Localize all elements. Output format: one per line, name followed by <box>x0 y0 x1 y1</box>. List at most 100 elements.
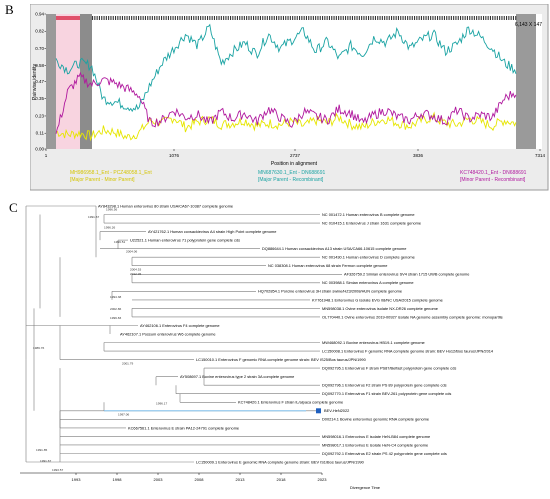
site-tick <box>103 16 105 20</box>
taxon-label: MN598017.1 Enterovirus E isolate HeN-C4 … <box>322 442 428 447</box>
site-tick <box>499 16 501 20</box>
site-tick <box>165 16 167 20</box>
site-tick <box>186 16 188 20</box>
taxon-label: DQ092795.1 Enterovirus F strain PS87/Bel… <box>322 366 456 371</box>
red-region-marker <box>56 16 80 20</box>
site-tick <box>266 16 268 20</box>
site-tick <box>213 16 215 20</box>
site-tick <box>280 16 282 20</box>
site-tick <box>209 16 211 20</box>
site-tick <box>411 16 413 20</box>
site-tick <box>255 16 257 20</box>
time-tick-label: 1993 <box>72 477 82 482</box>
site-tick <box>294 16 296 20</box>
site-tick <box>515 16 517 20</box>
site-tick <box>181 16 183 20</box>
x-tick-label: 3836 <box>413 153 424 158</box>
site-tick <box>418 16 420 20</box>
site-tick <box>501 16 503 20</box>
site-tick <box>483 16 485 20</box>
site-tick <box>312 16 314 20</box>
site-tick <box>197 16 199 20</box>
site-tick <box>377 16 379 20</box>
site-tick <box>471 16 473 20</box>
site-tick <box>356 16 358 20</box>
site-tick <box>420 16 422 20</box>
site-tick <box>264 16 266 20</box>
y-tick-label: 0.94 <box>35 12 44 17</box>
node-labels: 1996.56 1991.67 1996.26 1999.51 2004.06 2004.… <box>33 207 167 471</box>
site-tick <box>289 16 291 20</box>
site-tick <box>370 16 372 20</box>
site-tick <box>492 16 494 20</box>
site-tick <box>457 16 459 20</box>
site-tick <box>200 16 202 20</box>
taxon-label: LC150010.1 Enterovirus F genomic RNA com… <box>196 357 367 362</box>
node-label: 1991.85 <box>36 448 47 452</box>
site-tick <box>379 16 381 20</box>
site-tick <box>308 16 310 20</box>
time-tick-label: 2013 <box>236 477 246 482</box>
series-line-3 <box>55 71 517 134</box>
y-tick-label: 0.70 <box>35 46 44 51</box>
site-tick <box>299 16 301 20</box>
taxon-label: AY843298.1 Human enterovirus 80 strain U… <box>98 203 233 208</box>
site-tick <box>349 16 351 20</box>
site-tick <box>326 16 328 20</box>
node-label: 2004.06 <box>126 249 137 253</box>
site-tick <box>464 16 466 20</box>
site-tick <box>310 16 312 20</box>
site-tick <box>469 16 471 20</box>
site-tick <box>372 16 374 20</box>
taxon-label: AY421762.1 Human coxsackievirus A4 strai… <box>148 229 276 234</box>
taxon-label: MW468092.1 Bovine enterovirus HB19-1 com… <box>322 340 425 345</box>
site-tick <box>510 16 512 20</box>
site-tick <box>508 16 510 20</box>
legend-3-line2: [Minor Parent - Recombinant] <box>460 177 526 183</box>
site-tick <box>340 16 342 20</box>
site-tick <box>230 16 232 20</box>
corner-label: 6,143 X 147 <box>515 22 542 28</box>
site-tick <box>108 16 110 20</box>
site-tick <box>170 16 172 20</box>
site-tick <box>220 16 222 20</box>
site-tick <box>218 16 220 20</box>
site-tick <box>460 16 462 20</box>
node-label: 1996.26 <box>104 226 115 230</box>
site-tick <box>124 16 126 20</box>
site-tick <box>393 16 395 20</box>
shade-right <box>516 14 536 149</box>
node-label: 1996.17 <box>156 401 167 405</box>
site-tick <box>92 16 94 20</box>
site-tick <box>278 16 280 20</box>
y-tick-label: 0.11 <box>36 131 45 136</box>
x-tick-label: 7314 <box>535 153 546 158</box>
taxon-label: DQ886644.1 Human coxsackievirus A13 stra… <box>262 246 406 251</box>
site-tick <box>128 16 130 20</box>
node-label: 2001.79 <box>122 361 133 365</box>
node-label: 2012.06 <box>130 272 141 276</box>
site-tick <box>243 16 245 20</box>
taxon-label: LC150008.1 Enterovirus F genomic RNA com… <box>322 349 494 354</box>
site-tick <box>473 16 475 20</box>
taxon-label: DQ092796.1 Enterovirus F2 strain PS 89 p… <box>322 383 447 388</box>
y-axis-label: Pairwise identity <box>32 63 38 100</box>
site-tick <box>322 16 324 20</box>
taxon-label: NC 001472.1 Human enterovirus B complete… <box>322 212 415 217</box>
node-label: 1999.51 <box>114 240 125 244</box>
site-tick <box>135 16 137 20</box>
site-tick <box>225 16 227 20</box>
site-tick <box>439 16 441 20</box>
site-tick <box>388 16 390 20</box>
site-tick <box>374 16 376 20</box>
site-tick <box>138 16 140 20</box>
site-tick <box>407 16 409 20</box>
taxon-label: DQ092770.1 Enterovirus F1 strain BEV-261… <box>322 391 451 396</box>
site-tick <box>328 16 330 20</box>
node-label: 1997.06 <box>118 413 129 417</box>
series-lines <box>55 23 517 142</box>
site-tick <box>400 16 402 20</box>
site-tick <box>163 16 165 20</box>
site-tick <box>432 16 434 20</box>
legend-2-line1: MN687630.1_Ent - DN688691 <box>258 170 325 176</box>
